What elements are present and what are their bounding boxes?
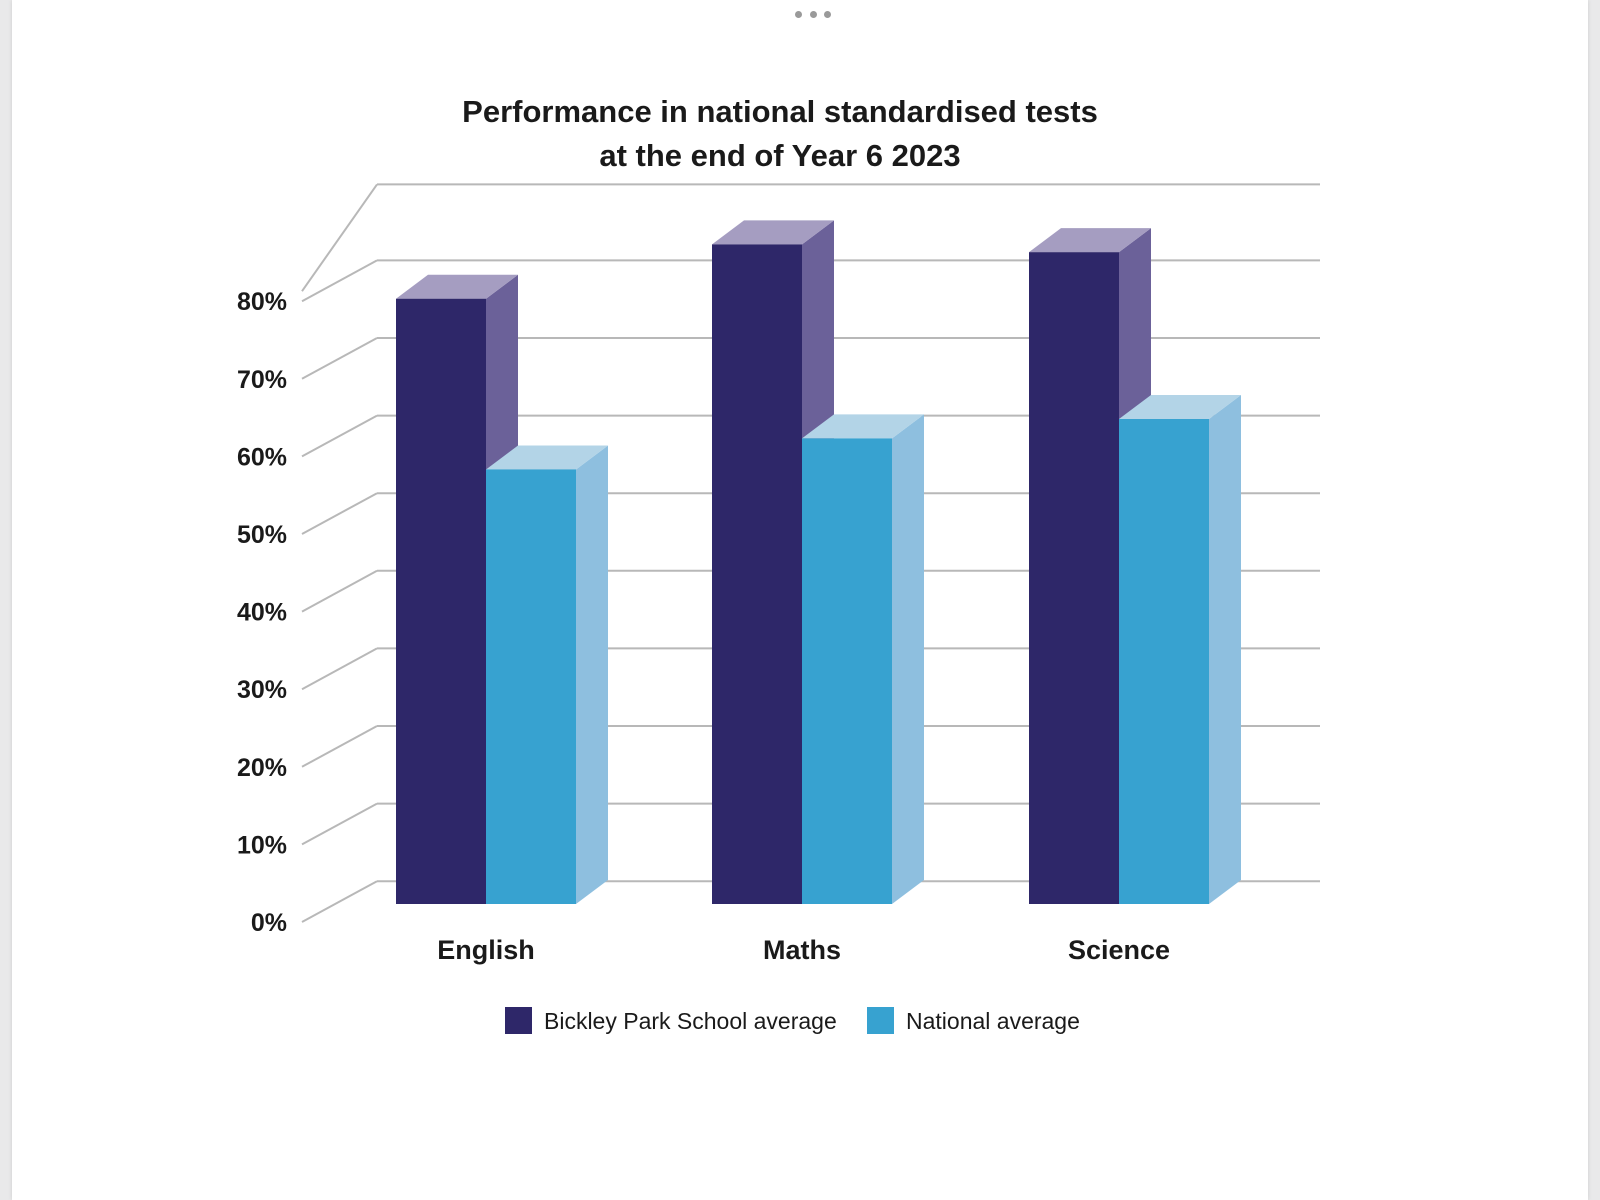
bar — [396, 274, 518, 905]
bar-chart: Performance in national standardised tes… — [237, 94, 1320, 1034]
grid-diagonal — [301, 725, 378, 768]
bar-front — [486, 469, 576, 904]
legend-label: National average — [906, 1008, 1080, 1034]
legend-item: National average — [867, 1007, 1080, 1034]
grid-diagonal — [301, 492, 378, 535]
bar-side — [1209, 395, 1241, 904]
bar-side — [892, 414, 924, 904]
chart-page: Performance in national standardised tes… — [12, 0, 1588, 1200]
grid-diagonal — [301, 414, 378, 458]
bar-top — [1119, 395, 1241, 419]
grid-diagonal — [301, 569, 378, 613]
grid-diagonal — [301, 880, 378, 923]
y-tick-label: 10% — [237, 831, 287, 859]
bar-side — [576, 445, 608, 904]
bar-top — [396, 274, 518, 299]
bar-front — [712, 244, 802, 904]
x-category-label: English — [437, 935, 535, 965]
legend-swatch — [867, 1007, 894, 1034]
y-tick-label: 40% — [237, 599, 287, 627]
grid-diagonal — [301, 259, 378, 303]
y-tick-label: 50% — [237, 521, 287, 549]
x-axis: English Maths Science — [437, 935, 1170, 965]
x-category-label: Maths — [763, 935, 841, 965]
x-category-label: Science — [1068, 935, 1170, 965]
legend-swatch — [505, 1007, 532, 1034]
bar-front — [802, 438, 892, 904]
legend-item: Bickley Park School average — [505, 1007, 837, 1034]
y-tick-label: 80% — [237, 288, 287, 316]
bar-top — [486, 445, 608, 470]
bar-top — [802, 414, 924, 439]
bar-front — [1119, 419, 1209, 904]
bar-front — [1029, 252, 1119, 904]
chart-title: Performance in national standardised tes… — [462, 94, 1098, 129]
bar — [486, 445, 608, 904]
y-tick-label: 70% — [237, 366, 287, 394]
bar — [1119, 395, 1241, 904]
grid-diagonal — [301, 183, 378, 292]
grid-diagonal — [301, 337, 378, 380]
y-tick-label: 60% — [237, 443, 287, 471]
y-tick-label: 20% — [237, 754, 287, 782]
bars — [396, 220, 1241, 905]
legend: Bickley Park School average National aver… — [505, 1007, 1080, 1034]
y-axis: 0% 10% 20% 30% 40% 50% 60% 70% 80% — [237, 288, 287, 937]
bar — [802, 414, 924, 904]
grid-diagonal — [301, 802, 378, 846]
grid-diagonal — [301, 647, 378, 691]
legend-label: Bickley Park School average — [544, 1008, 837, 1034]
chart-subtitle: at the end of Year 6 2023 — [599, 138, 960, 173]
y-tick-label: 0% — [251, 909, 287, 937]
y-tick-label: 30% — [237, 676, 287, 704]
bar-top — [1029, 228, 1151, 253]
bar-top — [712, 220, 834, 245]
more-dots-icon[interactable] — [795, 10, 831, 18]
bar-front — [396, 298, 486, 905]
